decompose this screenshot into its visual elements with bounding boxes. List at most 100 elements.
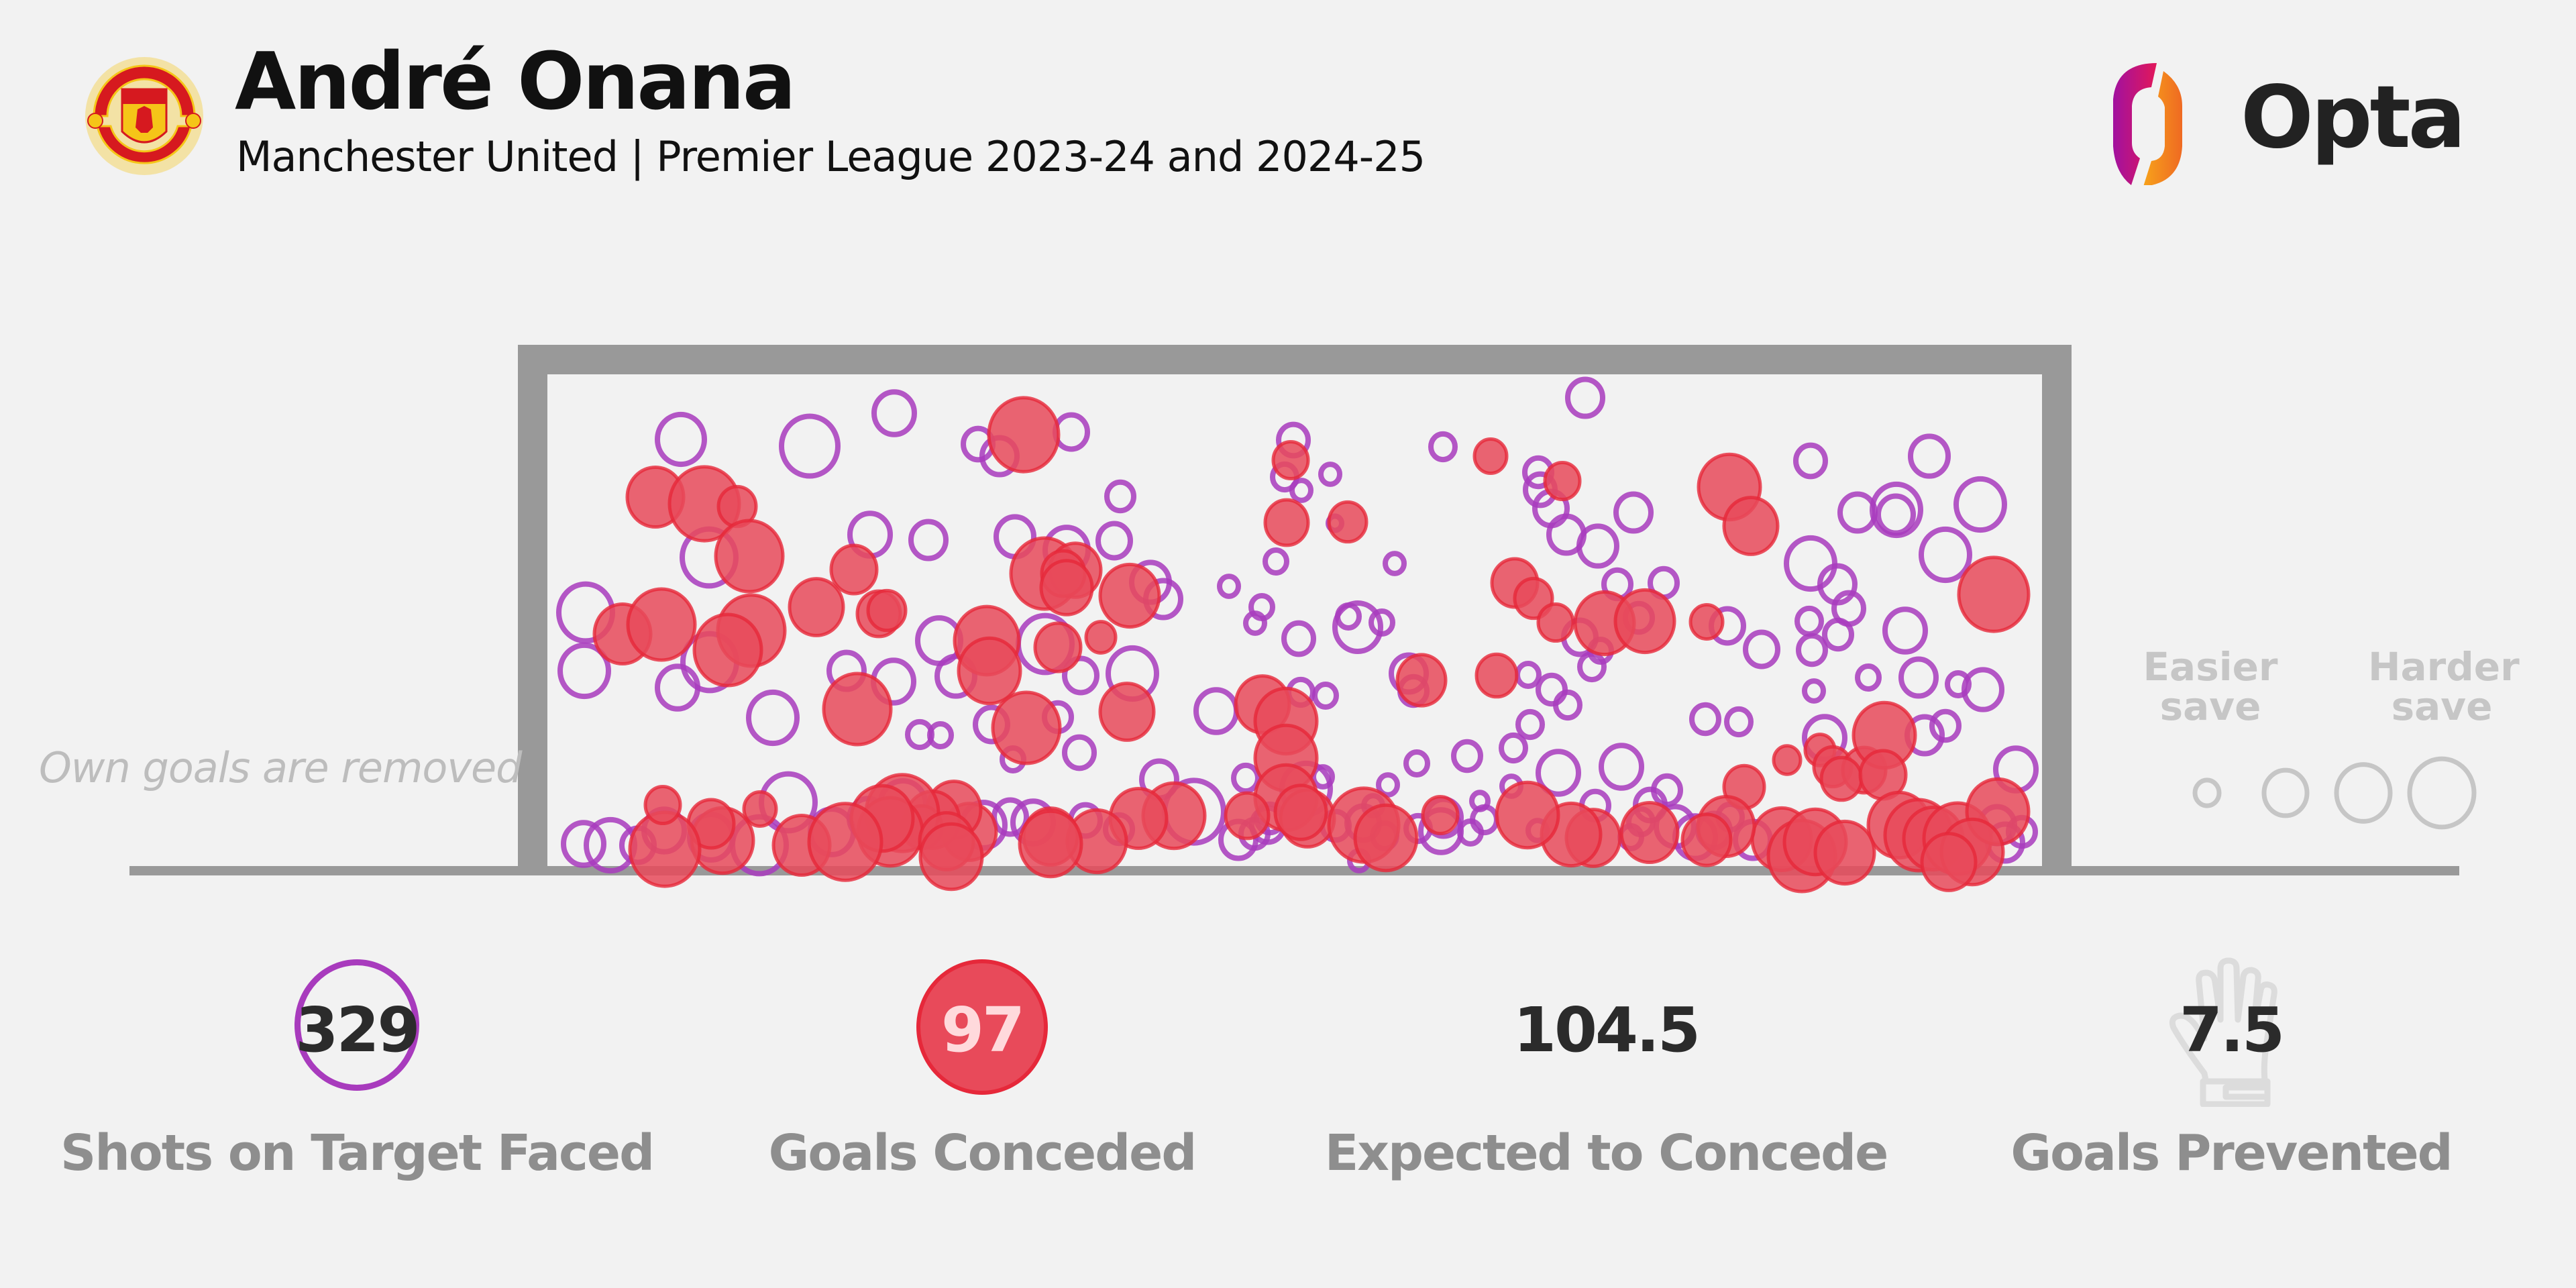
- goal-conceded-marker: [692, 612, 763, 688]
- saved-shot-marker: [1383, 551, 1407, 576]
- goal-conceded-marker: [1722, 496, 1780, 556]
- saved-shot-marker: [1499, 732, 1528, 764]
- goal-conceded-marker: [1033, 621, 1083, 674]
- saved-shot-marker: [1613, 491, 1654, 534]
- red-disc-icon: [916, 959, 1048, 1095]
- goals-conceded-layer: [592, 396, 2031, 894]
- goal-conceded-marker: [1543, 460, 1582, 502]
- saved-shot-marker: [1599, 743, 1644, 791]
- goal-conceded-marker: [1957, 555, 2031, 633]
- goal-conceded-marker: [829, 543, 879, 596]
- stat-label: Goals Prevented: [2010, 1124, 2453, 1182]
- saved-shot-marker: [655, 411, 707, 468]
- legend-harder-save-label: Harder save: [2368, 644, 2520, 730]
- goal-conceded-marker: [643, 784, 682, 826]
- saved-shot-marker: [1318, 462, 1342, 487]
- purple-ring-icon: [294, 959, 419, 1091]
- saved-shot-marker: [1565, 376, 1605, 419]
- goal-conceded-marker: [1772, 744, 1803, 776]
- goal-conceded-marker: [1271, 439, 1310, 481]
- saved-shot-marker: [1553, 689, 1582, 721]
- saved-shot-marker: [1576, 523, 1619, 569]
- opta-logo-icon: [2113, 63, 2182, 185]
- saved-shot-marker: [1376, 772, 1400, 798]
- goal-conceded-marker: [866, 588, 908, 633]
- saved-shot-marker: [1469, 790, 1491, 812]
- legend-size-circle-icon: [2192, 777, 2222, 808]
- goal-conceded-marker: [1819, 755, 1864, 802]
- goal-conceded-marker: [987, 396, 1061, 474]
- saved-shot-marker: [1743, 629, 1780, 669]
- saved-shot-marker: [927, 721, 954, 749]
- stat-label: Shots on Target Faced: [60, 1124, 655, 1182]
- goal-conceded-marker: [714, 519, 785, 594]
- saved-shot-marker: [1104, 479, 1136, 514]
- goal-conceded-marker: [1688, 603, 1725, 641]
- goal-conceded-marker: [957, 636, 1022, 706]
- saved-shot-marker: [1831, 590, 1866, 627]
- goalkeeper-glove-icon: [2169, 957, 2277, 1107]
- saved-shot-marker: [908, 519, 949, 561]
- goal-conceded-marker: [1263, 498, 1310, 547]
- saved-shot-marker: [1855, 663, 1882, 692]
- saved-shot-marker: [746, 689, 800, 747]
- saved-shot-marker: [1794, 605, 1824, 637]
- saved-shot-marker: [655, 663, 700, 712]
- saved-shot-marker: [1802, 678, 1826, 704]
- stat-value: 7.5: [2180, 994, 2285, 1066]
- saved-shot-marker: [1929, 708, 1962, 743]
- goal-conceded-marker: [1680, 812, 1733, 867]
- saved-shot-marker: [1217, 574, 1241, 599]
- crossbar: [518, 345, 2072, 374]
- saved-shot-marker: [1062, 734, 1097, 771]
- legend-easier-save-label: Easier save: [2143, 644, 2278, 730]
- saved-shot-marker: [1311, 764, 1335, 790]
- save-difficulty-legend: [2192, 756, 2477, 830]
- goal-conceded-marker: [1327, 500, 1368, 544]
- saved-shot-marker: [1577, 651, 1607, 683]
- saved-shot-marker: [1536, 749, 1581, 797]
- goal-conceded-marker: [1421, 794, 1460, 836]
- goal-conceded-marker: [1472, 437, 1509, 475]
- saved-shot-marker: [1451, 739, 1483, 773]
- saved-shot-marker: [1919, 526, 1972, 584]
- saved-shot-marker: [1289, 478, 1313, 503]
- goal-conceded-marker: [1813, 819, 1876, 886]
- saved-shot-marker: [1263, 547, 1289, 576]
- goal-conceded-marker: [1039, 559, 1094, 616]
- saved-shot-marker: [1882, 606, 1928, 655]
- goal-conceded-marker: [991, 690, 1062, 765]
- stat-expected-to-concede: 104.5 Expected to Concede: [1304, 959, 1908, 1179]
- saved-shot-marker: [584, 816, 637, 874]
- saved-shot-marker: [779, 413, 841, 479]
- own-goals-note: Own goals are removed: [39, 743, 523, 792]
- saved-shot-marker: [1876, 493, 1916, 536]
- goal-conceded-marker: [1098, 682, 1156, 742]
- saved-shot-marker: [1515, 661, 1542, 689]
- saved-shot-marker: [1870, 481, 1923, 539]
- goal-conceded-marker: [1619, 800, 1680, 865]
- stat-goals-conceded: 97 Goals Conceded: [680, 959, 1284, 1178]
- left-post: [518, 345, 547, 871]
- saved-shot-marker: [1793, 442, 1828, 480]
- goal-conceded-marker: [1018, 809, 1083, 879]
- stat-value: 97: [941, 994, 1025, 1066]
- saved-shot-marker: [1898, 656, 1939, 699]
- saved-shot-marker: [1536, 672, 1568, 707]
- saved-shot-marker: [1515, 708, 1545, 741]
- saved-shot-marker: [1095, 521, 1133, 561]
- saved-shot-marker: [1651, 773, 1683, 808]
- legend-size-circle-icon: [2261, 767, 2310, 818]
- right-post: [2042, 345, 2072, 871]
- saved-shot-marker: [1231, 762, 1260, 794]
- goal-conceded-marker: [1395, 653, 1448, 708]
- stat-value: 104.5: [1513, 994, 1701, 1066]
- legend-size-circle-icon: [2334, 762, 2393, 824]
- stat-label: Goals Conceded: [768, 1124, 1197, 1182]
- saved-shot-marker: [561, 820, 606, 868]
- saved-shot-marker: [1945, 670, 1972, 698]
- saved-shot-marker: [1908, 433, 1951, 479]
- saved-shot-marker: [1953, 476, 2007, 533]
- goal-conceded-marker: [1224, 791, 1271, 841]
